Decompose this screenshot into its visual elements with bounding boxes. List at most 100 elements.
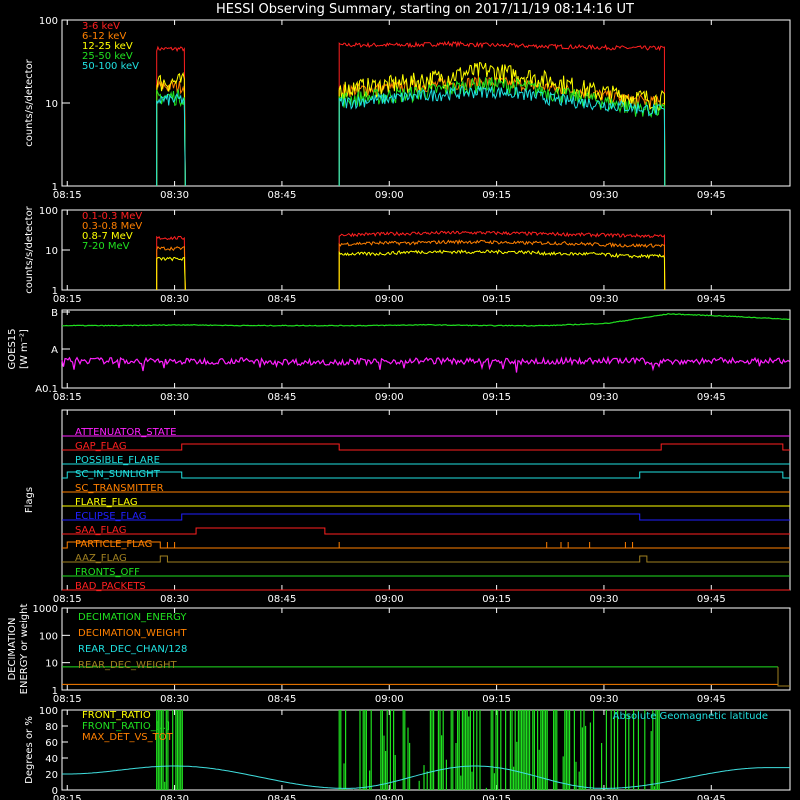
geomagnetic-latitude-line [62, 765, 790, 789]
legend-gamma-3: 7-20 MeV [82, 241, 130, 252]
x-tick-label-hxr-4: 09:15 [482, 190, 511, 201]
y-label2-decimation: ENERGY or weight [19, 604, 30, 695]
series-hxr-3-interval-2 [338, 77, 666, 187]
y-tick-label-ratio-5: 100 [39, 706, 58, 717]
legend-hxr-3: 25-50 keV [82, 51, 133, 62]
x-tick-label-gamma-3: 09:00 [375, 294, 404, 305]
y-tick-label-gamma-1: 10 [45, 246, 58, 257]
series-hxr-4-interval-1 [156, 92, 186, 187]
legend-gamma-0: 0.1-0.3 MeV [82, 211, 142, 222]
x-tick-label-hxr-5: 09:30 [590, 190, 619, 201]
flag-line-9 [62, 555, 790, 563]
x-tick-label-gamma-0: 08:15 [53, 294, 82, 305]
x-tick-label-gamma-2: 08:45 [268, 294, 297, 305]
flag-label-4: SC_TRANSMITTER [75, 483, 164, 494]
panel-frame-gamma [61, 209, 791, 291]
y-tick-label-decimation-1: 10 [45, 659, 58, 670]
x-tick-label-gamma-1: 08:30 [160, 294, 189, 305]
x-tick-label-ratio-5: 09:30 [590, 794, 619, 800]
x-tick-label-flags-6: 09:45 [697, 594, 726, 605]
y-tick-label-ratio-2: 40 [45, 754, 58, 765]
y-tick-label-ratio-4: 80 [45, 722, 58, 733]
flag-label-11: BAD_PACKETS [75, 581, 146, 592]
series-hxr-2-interval-1 [156, 71, 186, 187]
y-tick-label-goes-0: A0.1 [35, 384, 58, 395]
series-hxr-0-interval-1 [156, 45, 186, 187]
y-tick-label-decimation-0: 1 [52, 686, 58, 697]
x-tick-label-flags-3: 09:00 [375, 594, 404, 605]
flag-label-8: PARTICLE_FLAG [75, 539, 152, 550]
legend-gamma-2: 0.8-7 MeV [82, 231, 133, 242]
y-tick-label-gamma-2: 100 [39, 206, 58, 217]
y-label-ratio: Degrees or % [24, 716, 35, 784]
x-tick-label-goes-6: 09:45 [697, 392, 726, 403]
x-tick-label-decimation-6: 09:45 [697, 694, 726, 705]
x-tick-label-gamma-4: 09:15 [482, 294, 511, 305]
y-label2-goes: [W m⁻²] [19, 329, 30, 369]
x-tick-label-decimation-2: 08:45 [268, 694, 297, 705]
flag-line-8 [62, 541, 790, 549]
legend-hxr-2: 12-25 keV [82, 41, 133, 52]
x-tick-label-hxr-1: 08:30 [160, 190, 189, 201]
flag-label-10: FRONTS_OFF [75, 567, 140, 578]
goes-series-magenta [61, 355, 790, 373]
y-tick-label-hxr-0: 1 [52, 182, 58, 193]
flag-line-6 [62, 513, 790, 521]
flag-line-7 [62, 527, 790, 535]
series-gamma-2-interval-1 [156, 256, 186, 291]
flag-label-2: POSSIBLE_FLARE [75, 455, 160, 466]
x-tick-label-flags-0: 08:15 [53, 594, 82, 605]
series-gamma-1-interval-1 [156, 246, 186, 291]
legend-gamma-1: 0.3-0.8 MeV [82, 221, 142, 232]
series-hxr-1-interval-1 [156, 79, 186, 187]
x-tick-label-goes-5: 09:30 [590, 392, 619, 403]
x-tick-label-gamma-6: 09:45 [697, 294, 726, 305]
legend-ratio-1: FRONT_RATIO_[..] [82, 721, 170, 732]
x-tick-label-ratio-3: 09:00 [375, 794, 404, 800]
y-tick-label-ratio-0: 0 [52, 786, 58, 797]
legend-hxr-4: 50-100 keV [82, 61, 139, 72]
x-tick-label-decimation-3: 09:00 [375, 694, 404, 705]
chart-title: HESSI Observing Summary, starting on 201… [216, 2, 634, 17]
y-tick-label-hxr-2: 100 [39, 16, 58, 27]
x-tick-label-hxr-6: 09:45 [697, 190, 726, 201]
y-label-goes: GOES15 [7, 328, 18, 369]
x-tick-label-decimation-4: 09:15 [482, 694, 511, 705]
flag-label-3: SC_IN_SUNLIGHT [75, 469, 161, 480]
series-gamma-0-interval-1 [156, 235, 186, 291]
series-hxr-2-interval-2 [338, 61, 666, 187]
legend-decimation-2: REAR_DEC_CHAN/128 [78, 644, 187, 655]
decimation-rear-weight-step [777, 666, 790, 687]
x-tick-label-ratio-1: 08:30 [160, 794, 189, 800]
x-tick-label-gamma-5: 09:30 [590, 294, 619, 305]
goes-series-green [61, 312, 790, 327]
x-tick-label-goes-1: 08:30 [160, 392, 189, 403]
legend-hxr-1: 6-12 keV [82, 31, 126, 42]
legend-decimation-1: DECIMATION_WEIGHT [78, 628, 187, 639]
y-tick-label-decimation-3: 1000 [33, 604, 58, 615]
flag-label-5: FLARE_FLAG [75, 497, 138, 508]
y-tick-label-goes-2: B [51, 308, 58, 319]
x-tick-label-flags-5: 09:30 [590, 594, 619, 605]
legend-ratio-0: FRONT_RATIO [82, 710, 151, 721]
x-tick-label-goes-2: 08:45 [268, 392, 297, 403]
legend-decimation-3: REAR_DEC_WEIGHT [78, 660, 177, 671]
series-gamma-1-interval-2 [338, 239, 666, 291]
flag-label-6: ECLIPSE_FLAG [75, 511, 146, 522]
y-tick-label-decimation-2: 100 [39, 631, 58, 642]
x-tick-label-ratio-4: 09:15 [482, 794, 511, 800]
panel-frame-hxr [61, 19, 791, 187]
y-label-hxr: counts/s/detector [24, 58, 35, 146]
x-tick-label-hxr-2: 08:45 [268, 190, 297, 201]
series-gamma-2-interval-2 [338, 249, 666, 291]
y-tick-label-ratio-3: 60 [45, 738, 58, 749]
y-tick-label-hxr-1: 10 [45, 99, 58, 110]
flag-label-7: SAA_FLAG [75, 525, 126, 536]
x-tick-label-ratio-2: 08:45 [268, 794, 297, 800]
series-hxr-4-interval-2 [338, 86, 666, 187]
series-hxr-1-interval-2 [338, 76, 666, 187]
series-hxr-3-interval-1 [156, 89, 186, 187]
x-tick-label-goes-0: 08:15 [53, 392, 82, 403]
series-gamma-0-interval-2 [338, 230, 666, 291]
flag-label-0: ATTENUATOR_STATE [75, 427, 176, 438]
